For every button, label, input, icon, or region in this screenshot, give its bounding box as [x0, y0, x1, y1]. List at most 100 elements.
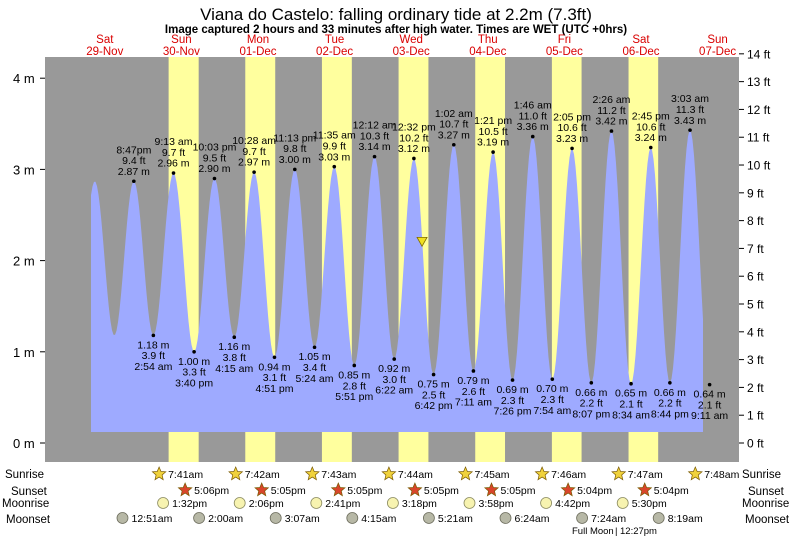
tide-extreme-marker: [668, 381, 672, 385]
high-tide-label: 3.00 m: [279, 154, 311, 166]
sunset-row-label-left: Sunset: [11, 486, 48, 498]
low-tide-label: 0.70 m: [536, 383, 568, 395]
low-tide-label: 8:07 pm: [572, 408, 610, 420]
tide-extreme-marker: [292, 167, 297, 172]
sunrise-time: 7:48am: [704, 469, 739, 481]
high-tide-label: 11:35 am: [313, 130, 356, 142]
tide-extreme-marker: [609, 129, 614, 133]
low-tide-label: 1.18 m: [137, 339, 169, 351]
tide-extreme-marker: [352, 363, 357, 368]
tide-extreme-marker: [192, 350, 196, 354]
y-left-tick-label: 2 m: [13, 254, 35, 269]
high-tide-label: 10.7 ft: [439, 119, 468, 131]
low-tide-label: 4:15 am: [215, 363, 253, 375]
y-left-tick-label: 1 m: [13, 345, 35, 360]
low-tide-label: 0.66 m: [654, 387, 686, 399]
sunrise-icon: [381, 466, 397, 481]
day-label-date: 07-Dec: [699, 46, 736, 58]
day-label-dow: Sun: [171, 34, 191, 46]
moonrise-icon: [310, 497, 323, 509]
chart-subtitle: Image captured 2 hours and 33 minutes af…: [165, 24, 627, 36]
y-right-tick-label: 11 ft: [747, 131, 770, 145]
low-tide-label: 5:24 am: [296, 373, 334, 385]
y-right-tick-label: 13 ft: [747, 75, 771, 89]
sunrise-icon: [457, 466, 474, 481]
low-tide-label: 2.6 ft: [462, 386, 485, 398]
low-tide-label: 0.85 m: [338, 369, 370, 381]
tide-extreme-marker: [232, 335, 237, 340]
sunset-time: 5:05pm: [501, 485, 536, 497]
high-tide-label: 11:13 pm: [273, 132, 316, 144]
sunrise-time: 7:43am: [321, 469, 356, 481]
y-right-tick-label: 5 ft: [747, 298, 764, 312]
tide-extreme-marker: [392, 357, 397, 361]
high-tide-label: 3.12 m: [398, 143, 430, 155]
low-tide-label: 6:22 am: [375, 385, 413, 397]
tide-extreme-marker: [589, 381, 594, 385]
moonset-row-label-left: Moonset: [6, 514, 51, 526]
low-tide-label: 2.2 ft: [580, 398, 603, 410]
low-tide-label: 8:34 am: [612, 409, 650, 421]
moonset-row-label-right: Moonset: [745, 514, 790, 526]
high-tide-label: 12:32 pm: [392, 121, 436, 133]
axes: 0 m 1 m 2 m 3 m 4 m 0 ft 1 ft 2 ft 3 ft 4 ft 5 ft 6…: [13, 47, 771, 451]
moonset-icon: [346, 512, 359, 524]
y-right-tick-label: 12 ft: [747, 103, 771, 117]
sunset-icon: [637, 482, 653, 497]
moonrise-icon: [386, 497, 399, 509]
moon-phase-divider: |: [615, 526, 617, 537]
moonset-icon: [576, 512, 588, 524]
sunset-icon: [560, 482, 576, 497]
moonset-time: 4:15am: [361, 513, 396, 525]
high-tide-label: 10:28 am: [232, 135, 276, 147]
y-right-tick-label: 2 ft: [747, 381, 764, 395]
tide-extreme-marker: [272, 355, 277, 360]
low-tide-label: 1.05 m: [298, 351, 330, 363]
high-tide-label: 10:03 pm: [193, 142, 237, 154]
sunset-time: 5:05pm: [424, 485, 459, 497]
day-label-date: 05-Dec: [546, 46, 583, 58]
sunset-row-label-right: Sunset: [748, 486, 785, 498]
sunset-icon: [407, 482, 423, 497]
y-right-tick-label: 14 ft: [747, 47, 771, 61]
low-tide-label: 2.5 ft: [422, 389, 445, 401]
sunrise-time: 7:45am: [475, 469, 510, 481]
high-tide-label: 2.90 m: [198, 163, 230, 175]
low-tide-label: 0.79 m: [457, 375, 489, 387]
y-right-tick-label: 7 ft: [747, 242, 764, 256]
sunset-icon: [254, 482, 270, 497]
y-left-tick-label: 0 m: [13, 436, 35, 451]
y-left-tick-label: 4 m: [13, 71, 35, 86]
high-tide-label: 9.7 ft: [242, 146, 265, 158]
low-tide-label: 2.8 ft: [343, 380, 366, 392]
low-tide-label: 0.66 m: [575, 387, 607, 399]
tide-extreme-marker: [648, 145, 653, 150]
tide-extreme-marker: [252, 170, 256, 174]
sunset-time: 5:05pm: [271, 485, 306, 497]
high-tide-label: 1:46 am: [514, 100, 552, 112]
day-label-dow: Wed: [399, 34, 422, 46]
tide-extreme-marker: [491, 150, 495, 154]
high-tide-label: 10.6 ft: [636, 121, 665, 133]
day-labels: Sat29-NovSun30-NovMon01-DecTue02-DecWed0…: [86, 34, 736, 58]
low-tide-label: 7:11 am: [455, 397, 492, 409]
low-tide-label: 0.92 m: [378, 363, 410, 375]
tide-curve: [91, 130, 703, 432]
tide-extreme-marker: [629, 381, 633, 386]
low-tide-label: 5:51 pm: [335, 391, 373, 403]
moonrise-icon: [616, 497, 629, 509]
moonrise-row-label-left: Moonrise: [2, 498, 49, 510]
high-tide-label: 10.6 ft: [557, 122, 586, 134]
high-tide-label: 2.96 m: [157, 158, 189, 170]
day-label-dow: Mon: [247, 34, 269, 46]
moonset-time: 3:07am: [285, 513, 320, 525]
sunset-icon: [483, 482, 500, 497]
sunrise-time: 7:44am: [398, 469, 433, 481]
moonset-time: 12:51am: [132, 513, 173, 525]
sunrise-time: 7:46am: [551, 469, 586, 481]
astronomy-rows: Sunrise Sunset Moonrise Moonset Sunrise …: [2, 466, 790, 537]
low-tide-label: 0.75 m: [418, 379, 450, 391]
low-tide-label: 3.4 ft: [303, 362, 326, 374]
low-tide-label: 9:11 am: [691, 410, 728, 422]
high-tide-label: 10.5 ft: [479, 126, 508, 138]
